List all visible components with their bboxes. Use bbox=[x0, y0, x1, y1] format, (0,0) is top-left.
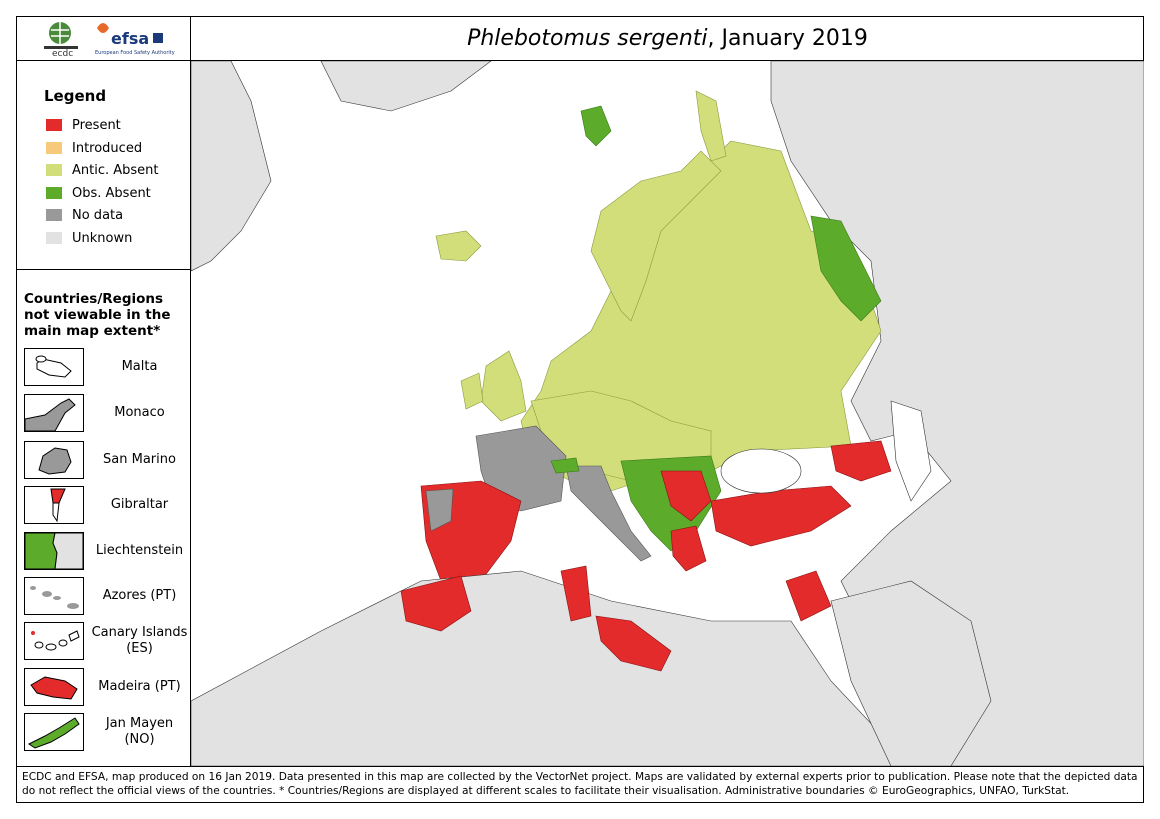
svg-text:efsa: efsa bbox=[111, 29, 149, 48]
legend-swatch bbox=[46, 119, 62, 131]
region-balkans-present bbox=[660, 470, 712, 522]
legend-item-introduced: Introduced bbox=[46, 140, 142, 156]
europe-map bbox=[191, 61, 1144, 766]
legend-label: Antic. Absent bbox=[72, 162, 159, 178]
map-svg bbox=[191, 61, 1144, 766]
legend-label: Present bbox=[72, 117, 121, 133]
legend-swatch bbox=[46, 187, 62, 199]
region-morocco bbox=[400, 575, 472, 632]
inset-azores: Azores (PT) bbox=[24, 577, 189, 617]
legend-swatch bbox=[46, 209, 62, 221]
legend-item-no-data: No data bbox=[46, 207, 123, 223]
region-greece bbox=[670, 525, 707, 572]
legend-label: Introduced bbox=[72, 140, 143, 156]
svg-text:European Food Safety Authority: European Food Safety Authority bbox=[95, 50, 175, 56]
inset-canary: Canary Islands (ES) bbox=[24, 622, 189, 662]
inset-malta: Malta bbox=[24, 348, 189, 388]
inset-heading: Countries/Regions not viewable in the ma… bbox=[24, 291, 171, 339]
inset-thumb bbox=[24, 668, 84, 706]
legend-label: Obs. Absent bbox=[72, 185, 151, 201]
region-caucasus bbox=[830, 440, 892, 482]
region-levant bbox=[785, 570, 832, 622]
inset-thumb bbox=[24, 348, 84, 386]
inset-thumb bbox=[24, 486, 84, 524]
inset-madeira: Madeira (PT) bbox=[24, 668, 189, 708]
legend-label: Unknown bbox=[72, 230, 133, 246]
inset-thumb bbox=[24, 577, 84, 615]
region-tunisia bbox=[560, 565, 592, 622]
svg-text:ecdc: ecdc bbox=[52, 49, 73, 59]
legend-heading: Legend bbox=[44, 87, 107, 105]
inset-thumb bbox=[24, 394, 84, 432]
region-switzerland bbox=[550, 457, 580, 474]
inset-thumb bbox=[24, 622, 84, 660]
inset-label: Monaco bbox=[114, 405, 165, 420]
inset-label: Azores (PT) bbox=[102, 588, 177, 603]
region-libya bbox=[595, 615, 672, 672]
region-svalbard bbox=[580, 105, 612, 147]
inset-label: Malta bbox=[121, 359, 158, 374]
region-italy bbox=[565, 465, 652, 562]
legend-swatch bbox=[46, 164, 62, 176]
inset-thumb bbox=[24, 713, 84, 751]
legend-swatch bbox=[46, 232, 62, 244]
inset-gibraltar: Gibraltar bbox=[24, 486, 189, 526]
region-arabia bbox=[830, 580, 992, 766]
legend-item-present: Present bbox=[46, 117, 121, 133]
map-title: Phlebotomus sergenti, January 2019 bbox=[191, 16, 1144, 61]
inset-label: Madeira (PT) bbox=[98, 679, 181, 694]
inset-thumb bbox=[24, 532, 84, 570]
region-greenland bbox=[191, 61, 272, 272]
legend-label: No data bbox=[72, 207, 124, 223]
inset-label: San Marino bbox=[103, 452, 176, 467]
efsa-logo: efsa European Food Safety Authority bbox=[95, 23, 175, 56]
legend-item-unknown: Unknown bbox=[46, 230, 132, 246]
legend-box: Legend Present Introduced Antic. Absent … bbox=[16, 61, 190, 270]
inset-liechtenstein: Liechtenstein bbox=[24, 532, 189, 572]
legend-swatch bbox=[46, 142, 62, 154]
legend-item-antic-absent: Antic. Absent bbox=[46, 162, 159, 178]
region-novaya-zemlya bbox=[695, 90, 727, 162]
black-sea bbox=[720, 448, 802, 494]
region-iberia-nodata bbox=[425, 488, 454, 532]
region-iceland bbox=[435, 230, 482, 262]
region-north-africa bbox=[191, 570, 912, 766]
region-ireland bbox=[460, 372, 484, 410]
title-date: , January 2019 bbox=[707, 25, 868, 51]
inset-label: Jan Mayen (NO) bbox=[105, 716, 174, 747]
legend-item-obs-absent: Obs. Absent bbox=[46, 185, 151, 201]
inset-thumb bbox=[24, 441, 84, 479]
title-species: Phlebotomus sergenti bbox=[467, 25, 708, 51]
inset-label: Gibraltar bbox=[110, 497, 169, 512]
map-footer: ECDC and EFSA, map produced on 16 Jan 20… bbox=[16, 766, 1144, 803]
caspian-sea bbox=[890, 400, 932, 502]
region-scandinavia bbox=[590, 150, 722, 322]
logo-area: ecdc efsa European Food Safety Authority bbox=[16, 16, 191, 61]
inset-monaco: Monaco bbox=[24, 394, 189, 434]
inset-label: Canary Islands (ES) bbox=[91, 625, 188, 656]
inset-jan-mayen: Jan Mayen (NO) bbox=[24, 713, 189, 753]
inset-san-marino: San Marino bbox=[24, 441, 189, 481]
inset-label: Liechtenstein bbox=[95, 543, 184, 558]
legend-panel: Legend Present Introduced Antic. Absent … bbox=[16, 61, 191, 766]
region-obs-absent-urals bbox=[810, 215, 882, 322]
region-arctic bbox=[320, 61, 492, 112]
ecdc-logo: ecdc bbox=[44, 22, 78, 59]
